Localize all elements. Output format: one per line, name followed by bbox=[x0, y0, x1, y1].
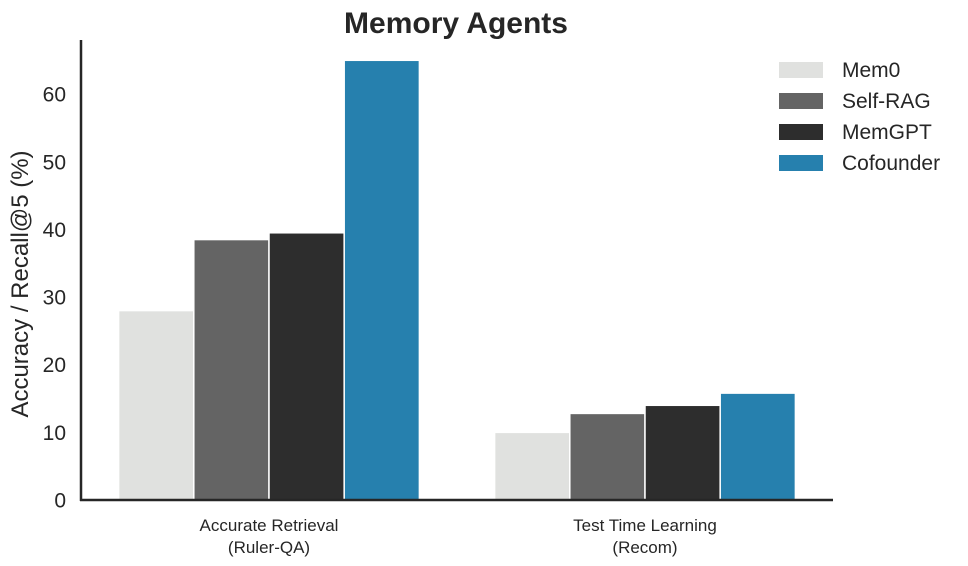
bar-self-rag bbox=[569, 412, 646, 501]
y-tick-label: 10 bbox=[43, 422, 66, 445]
chart-title: Memory Agents bbox=[344, 7, 568, 40]
bars-group bbox=[117, 59, 797, 501]
legend-swatch bbox=[779, 124, 823, 140]
y-axis-ticks: 0 10 20 30 40 50 60 bbox=[43, 84, 66, 513]
bar-cofounder bbox=[719, 392, 797, 501]
bar-memgpt bbox=[644, 404, 721, 501]
x-tick-label: (Ruler-QA) bbox=[228, 538, 310, 557]
y-tick-label: 50 bbox=[43, 151, 66, 174]
bar-memgpt bbox=[268, 232, 345, 501]
x-tick-label: (Recom) bbox=[612, 538, 677, 557]
y-tick-label: 30 bbox=[43, 287, 66, 310]
x-tick-label: Accurate Retrieval bbox=[200, 516, 339, 535]
x-axis-ticks: Accurate Retrieval (Ruler-QA) Test Time Le… bbox=[200, 516, 717, 557]
bar-self-rag bbox=[193, 238, 270, 501]
y-tick-label: 0 bbox=[54, 490, 66, 513]
legend-swatch bbox=[779, 62, 823, 78]
y-tick-label: 40 bbox=[43, 219, 66, 242]
legend: Mem0 Self-RAG MemGPT Cofounder bbox=[779, 59, 940, 175]
x-tick-label: Test Time Learning bbox=[573, 516, 717, 535]
bar-mem0 bbox=[117, 309, 195, 501]
bar-cofounder bbox=[343, 59, 421, 501]
legend-swatch bbox=[779, 155, 823, 171]
y-axis-label: Accuracy / Recall@5 (%) bbox=[7, 150, 34, 417]
legend-label: MemGPT bbox=[842, 121, 932, 144]
legend-label: Mem0 bbox=[842, 59, 900, 82]
legend-swatch bbox=[779, 93, 823, 109]
y-tick-label: 60 bbox=[43, 84, 66, 107]
legend-label: Cofounder bbox=[842, 152, 940, 175]
bar-mem0 bbox=[493, 431, 571, 501]
legend-label: Self-RAG bbox=[842, 90, 931, 113]
y-tick-label: 20 bbox=[43, 354, 66, 377]
